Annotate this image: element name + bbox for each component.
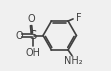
Text: OH: OH bbox=[26, 48, 41, 58]
Text: F: F bbox=[76, 12, 82, 23]
Text: O: O bbox=[15, 31, 23, 40]
Text: S: S bbox=[29, 29, 37, 42]
Text: NH₂: NH₂ bbox=[64, 56, 82, 66]
Text: O: O bbox=[27, 14, 35, 24]
